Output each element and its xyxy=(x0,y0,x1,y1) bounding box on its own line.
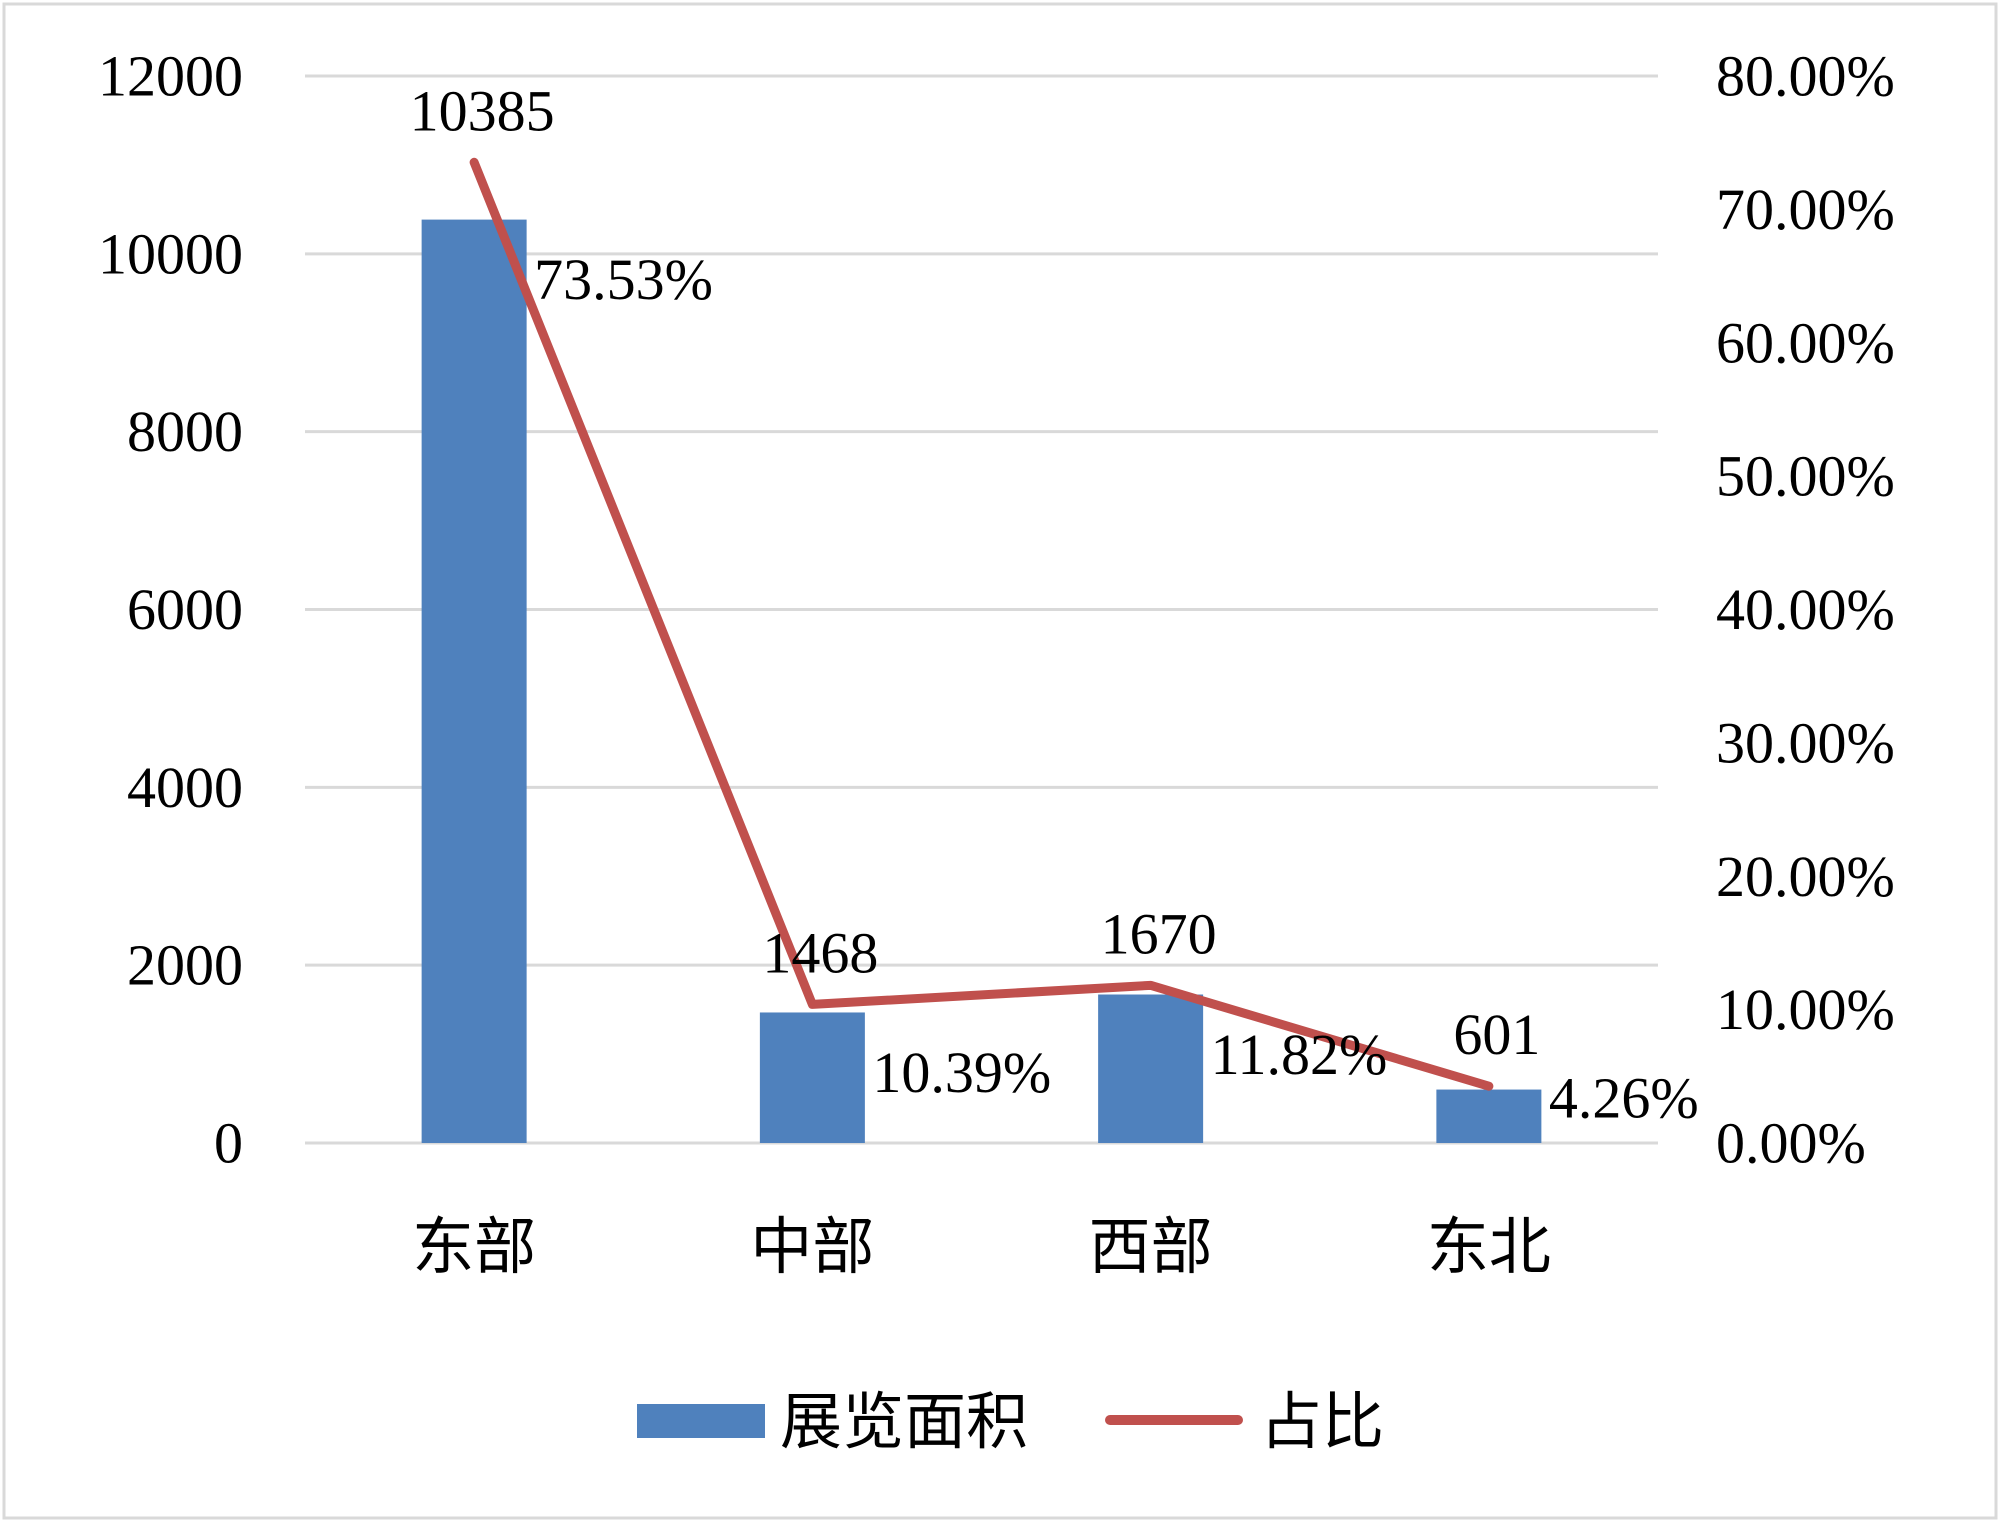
bar xyxy=(759,1012,865,1143)
legend-label-bar: 展览面积 xyxy=(780,1389,1028,1457)
y-right-tick-label: 40.00% xyxy=(1716,577,1895,642)
line-value-label: 10.39% xyxy=(872,1040,1051,1105)
y-left-tick-label: 12000 xyxy=(98,44,243,109)
bar-value-label: 601 xyxy=(1453,1002,1540,1067)
y-right-tick-label: 0.00% xyxy=(1716,1111,1866,1176)
bar-value-label: 1468 xyxy=(762,920,878,985)
line-point xyxy=(1149,984,1152,987)
legend-label-line: 占比 xyxy=(1260,1389,1384,1457)
bar xyxy=(1436,1089,1542,1143)
y-left-tick-label: 2000 xyxy=(127,933,243,998)
bar xyxy=(421,219,527,1144)
line-value-label: 11.82% xyxy=(1211,1022,1388,1087)
line-value-label: 73.53% xyxy=(534,247,713,312)
y-left-tick-label: 8000 xyxy=(127,399,243,464)
y-right-tick-label: 30.00% xyxy=(1716,710,1895,775)
y-right-tick-label: 60.00% xyxy=(1716,310,1895,375)
bar-value-label: 10385 xyxy=(410,78,555,143)
legend-swatch-bar xyxy=(637,1404,765,1438)
line-point xyxy=(1487,1085,1490,1088)
line-series xyxy=(469,157,1494,1091)
y-left-tick-label: 4000 xyxy=(127,755,243,820)
line-point xyxy=(811,1003,814,1006)
bar-value-label: 1670 xyxy=(1101,901,1217,966)
y-right-tick-label: 70.00% xyxy=(1716,177,1895,242)
y-right-tick-label: 80.00% xyxy=(1716,44,1895,109)
line-value-label: 4.26% xyxy=(1549,1066,1699,1131)
y-right-tick-label: 20.00% xyxy=(1716,844,1895,909)
x-category-label: 东部 xyxy=(412,1214,536,1282)
y-left-tick-label: 6000 xyxy=(127,577,243,642)
bar xyxy=(1098,994,1204,1143)
x-category-label: 西部 xyxy=(1089,1214,1213,1282)
x-category-label: 东北 xyxy=(1427,1214,1551,1282)
y-left-tick-label: 0 xyxy=(214,1111,243,1176)
line-point xyxy=(473,161,476,164)
y-left-tick-label: 10000 xyxy=(98,221,243,286)
y-right-tick-label: 10.00% xyxy=(1716,977,1895,1042)
x-category-label: 中部 xyxy=(750,1214,874,1282)
y-right-tick-label: 50.00% xyxy=(1716,444,1895,509)
